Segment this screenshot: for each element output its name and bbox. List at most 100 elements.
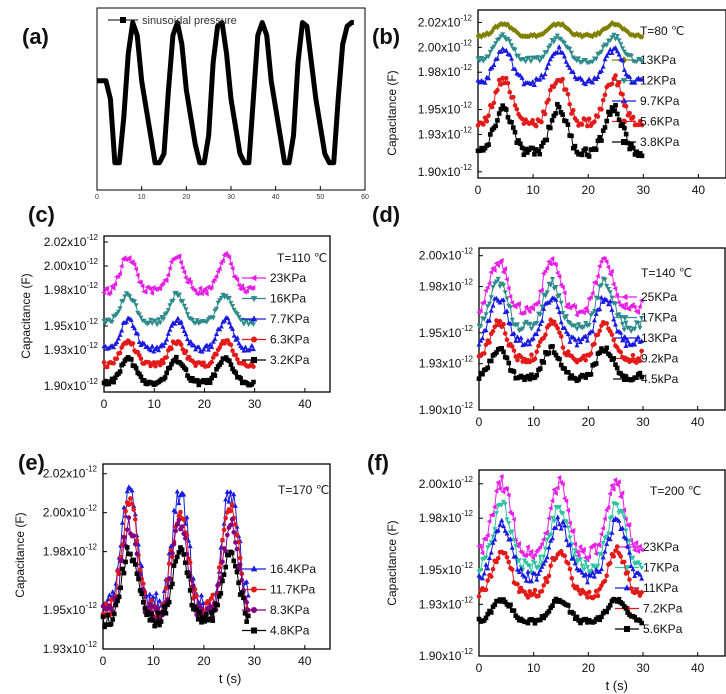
data-point	[209, 375, 214, 381]
data-point	[210, 339, 216, 344]
data-point	[155, 610, 161, 616]
data-point	[495, 87, 500, 93]
data-point	[629, 142, 634, 148]
data-point	[188, 279, 193, 285]
data-point	[522, 377, 527, 383]
data-point	[546, 259, 551, 265]
data-point	[476, 341, 482, 347]
data-point	[156, 597, 163, 603]
data-point	[602, 256, 607, 262]
data-point	[611, 356, 616, 361]
data-point	[595, 114, 601, 119]
data-point	[532, 561, 538, 566]
legend-entry: 4.8KPa	[242, 624, 310, 638]
data-point	[512, 47, 518, 53]
data-point	[548, 283, 554, 288]
chart-title: T=200 ℃	[650, 484, 701, 498]
data-point	[598, 294, 604, 300]
data-point	[562, 553, 568, 559]
data-point	[577, 544, 583, 550]
legend-label: 11KPa	[643, 581, 678, 595]
data-point	[544, 65, 550, 70]
data-point	[221, 521, 227, 526]
data-point	[504, 554, 510, 560]
x-tick-label: 10	[527, 415, 541, 429]
data-point	[163, 278, 169, 284]
data-point	[632, 341, 638, 347]
data-point	[569, 575, 575, 581]
data-point	[207, 616, 212, 622]
data-point	[639, 565, 645, 571]
data-point	[597, 306, 603, 312]
data-point	[507, 39, 513, 44]
data-point	[109, 319, 115, 325]
legend-label: 16KPa	[270, 292, 306, 306]
data-point	[553, 297, 559, 302]
data-point	[495, 527, 501, 533]
data-point	[244, 599, 249, 605]
series-3-8kpa	[475, 101, 645, 159]
data-point	[623, 27, 629, 34]
data-point	[485, 365, 491, 371]
data-point	[612, 477, 618, 483]
data-point	[501, 35, 507, 40]
data-point	[251, 364, 256, 369]
data-point	[141, 341, 147, 346]
data-point	[611, 337, 616, 343]
data-point	[500, 32, 506, 37]
data-point	[113, 602, 119, 608]
data-point	[502, 331, 508, 336]
x-tick-label: 20	[198, 397, 212, 411]
data-point	[486, 75, 492, 81]
data-point	[583, 357, 589, 363]
data-point	[222, 318, 228, 323]
data-point	[107, 290, 113, 296]
data-point	[170, 581, 175, 587]
data-point	[498, 82, 504, 87]
data-point	[575, 56, 582, 62]
x-tick-label: 20	[582, 183, 596, 197]
data-point	[220, 578, 225, 584]
data-point	[612, 285, 618, 292]
data-point	[589, 290, 595, 296]
data-point	[174, 354, 179, 360]
data-point	[499, 502, 505, 508]
data-point	[567, 375, 573, 381]
data-point	[481, 299, 487, 305]
y-tick-label: 1.98x10-12	[419, 278, 474, 294]
series-6-3kpa	[101, 338, 256, 370]
data-point	[123, 508, 128, 514]
data-point	[490, 285, 496, 290]
data-point	[173, 528, 178, 534]
data-point	[548, 538, 554, 543]
data-point	[582, 305, 588, 311]
data-point	[622, 125, 627, 131]
data-point	[113, 581, 119, 586]
data-point	[637, 358, 643, 364]
data-point	[542, 268, 548, 274]
data-point	[511, 516, 516, 522]
data-point	[541, 615, 547, 621]
data-point	[631, 547, 637, 553]
data-point	[543, 332, 548, 338]
data-point	[218, 591, 224, 596]
data-point	[149, 290, 155, 296]
data-point	[635, 321, 641, 326]
data-point	[158, 619, 164, 624]
data-point	[241, 595, 246, 601]
data-point	[476, 376, 482, 381]
legend-entry: 7.7KPa	[242, 312, 310, 326]
data-point	[217, 326, 223, 332]
data-point	[579, 570, 585, 575]
data-point	[512, 103, 518, 108]
data-point	[141, 378, 147, 383]
data-point	[168, 259, 174, 265]
data-point	[503, 47, 509, 53]
data-point	[231, 333, 237, 338]
data-point	[166, 561, 172, 566]
data-point	[550, 344, 555, 349]
data-point	[228, 261, 233, 267]
data-point	[529, 372, 534, 378]
data-point	[595, 273, 600, 279]
data-point	[618, 330, 624, 335]
